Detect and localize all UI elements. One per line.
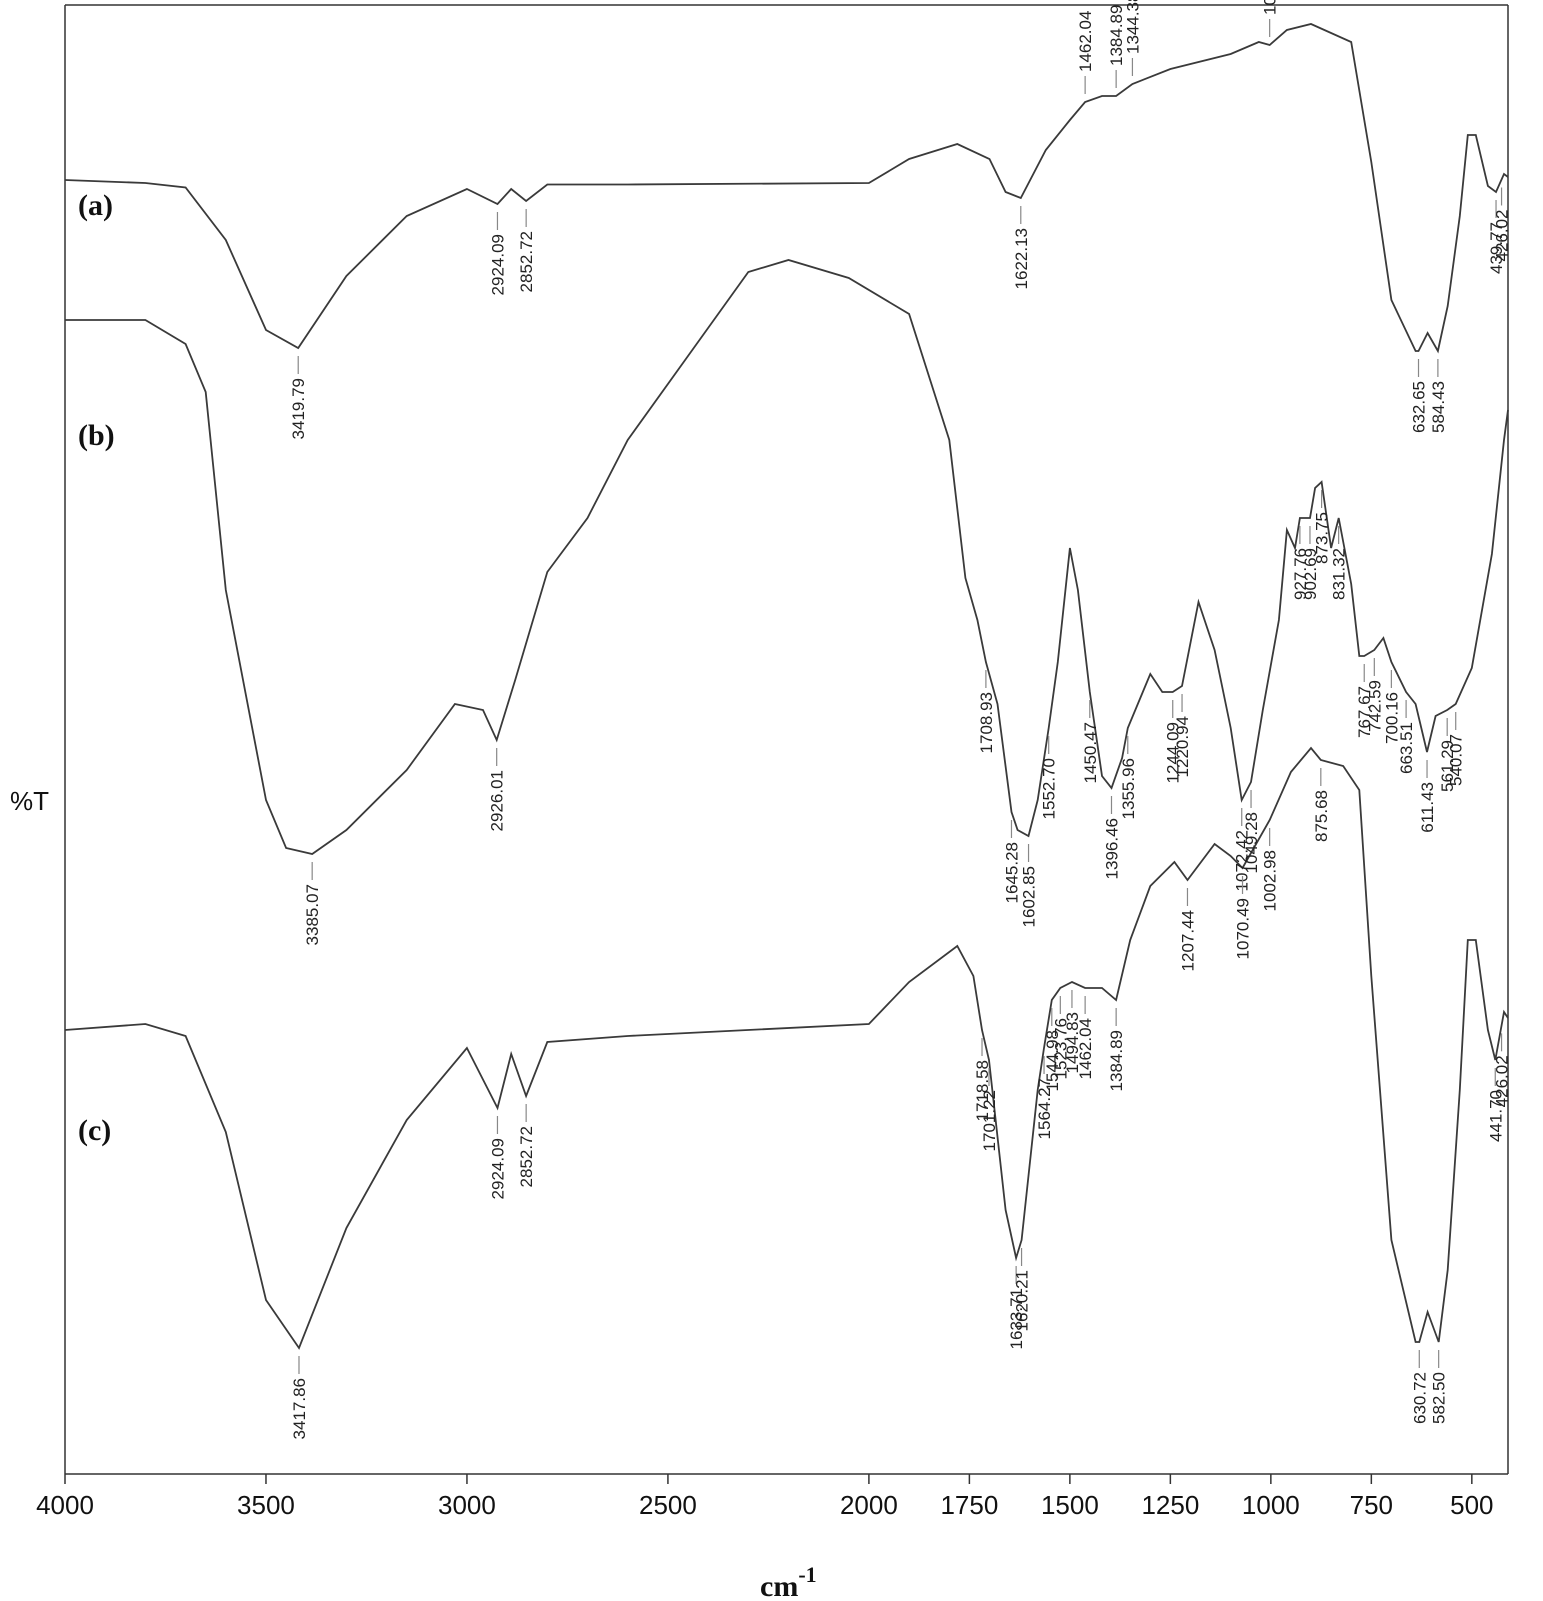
peak-label: 1002.98	[1261, 0, 1280, 15]
panel-labels: (a) (b) (c)	[78, 189, 115, 1147]
peak-label: 1396.46	[1102, 818, 1121, 879]
peak-label: 1070.49	[1234, 898, 1253, 959]
peak-label: 2924.09	[488, 1138, 507, 1199]
peak-label: 1620.21	[1013, 1270, 1032, 1331]
peak-label: 1645.28	[1002, 842, 1021, 903]
peak-label: 611.43	[1418, 782, 1437, 833]
spectrum-line-a	[64, 23, 1509, 354]
peak-label: 2926.01	[488, 770, 507, 831]
peak-label: 1244.09	[1164, 722, 1183, 783]
peak-label: 1002.98	[1261, 850, 1280, 911]
x-tick-label: 4000	[36, 1490, 94, 1520]
peak-label: 426.02	[1493, 209, 1512, 261]
peak-label: 1544.98	[1043, 1030, 1062, 1091]
peak-label: 3385.07	[303, 884, 322, 945]
peak-label: 3419.79	[289, 378, 308, 439]
plot-frame	[64, 4, 1509, 1475]
peak-label: 1564.27	[1035, 1078, 1054, 1139]
peak-label: 1450.47	[1081, 722, 1100, 783]
peak-label: 1384.89	[1107, 1030, 1126, 1091]
spectra	[64, 23, 1509, 1350]
peak-label: 1355.96	[1119, 758, 1138, 819]
panel-label-b: (b)	[78, 419, 115, 452]
peak-label: 561.29	[1438, 740, 1457, 792]
peak-label: 2852.72	[517, 231, 536, 292]
peak-label: 2924.09	[488, 234, 507, 295]
peak-label: 1602.85	[1020, 866, 1039, 927]
peak-label: 742.59	[1365, 680, 1384, 732]
peak-label: 441.70	[1486, 1090, 1505, 1142]
x-tick-label: 3500	[237, 1490, 295, 1520]
peak-label: 1462.04	[1076, 11, 1095, 72]
peak-label: 439.77	[1487, 222, 1506, 274]
peak-label: 875.68	[1312, 790, 1331, 842]
peak-label: 1633.71	[1007, 1288, 1026, 1349]
peak-label: 1523.76	[1051, 1018, 1070, 1079]
peak-label: 540.07	[1447, 734, 1466, 786]
peak-label: 2852.72	[517, 1126, 536, 1187]
x-tick-label: 3000	[438, 1490, 496, 1520]
plot-border	[64, 4, 1509, 1474]
peak-label: 873.75	[1313, 512, 1332, 564]
x-axis-label-unit: cm	[760, 1570, 798, 1601]
y-axis-label: %T	[10, 786, 49, 816]
x-tick-label: 2500	[639, 1490, 697, 1520]
peak-label: 1708.93	[977, 692, 996, 753]
peak-label: 1462.04	[1076, 1018, 1095, 1079]
panel-label-a: (a)	[78, 189, 113, 222]
x-axis-ticks: 4000 3500 3000 2500 2000 1750 1500 1250 1000 750 5…	[36, 1474, 1494, 1520]
peak-label: 1207.44	[1178, 910, 1197, 971]
spectrum-line-c	[64, 746, 1509, 1350]
peak-label: 1384.89	[1107, 5, 1126, 66]
peak-label: 630.72	[1410, 1372, 1429, 1424]
peak-label: 1718.58	[973, 1060, 992, 1121]
peak-label: 1220.94	[1173, 716, 1192, 777]
x-tick-label: 500	[1450, 1490, 1493, 1520]
peak-label: 1701.22	[980, 1090, 999, 1151]
panel-label-c: (c)	[78, 1114, 111, 1147]
peak-labels: 3419.79 2924.09 2852.72 1622.13 1462.04 1384.…	[289, 0, 1511, 1439]
peak-label: 902.69	[1301, 548, 1320, 600]
x-tick-label: 1750	[940, 1490, 998, 1520]
peak-label: 927.76	[1291, 548, 1310, 600]
peak-label: 1344.38	[1123, 0, 1142, 54]
peak-label: 1494.83	[1063, 1012, 1082, 1073]
x-axis-label: cm-1	[760, 1562, 817, 1601]
peak-label: 582.50	[1430, 1372, 1449, 1424]
x-tick-label: 1250	[1141, 1490, 1199, 1520]
peak-label: 632.65	[1410, 381, 1429, 433]
peak-label: 1049.28	[1242, 812, 1261, 873]
peak-label: 831.32	[1330, 548, 1349, 600]
peak-label: 1622.13	[1012, 228, 1031, 289]
x-tick-label: 2000	[840, 1490, 898, 1520]
peak-label: 426.02	[1493, 1055, 1512, 1107]
peak-label: 584.43	[1429, 381, 1448, 433]
x-tick-label: 1500	[1041, 1490, 1099, 1520]
peak-label: 1072.42	[1233, 830, 1252, 891]
peak-label: 663.51	[1397, 722, 1416, 774]
peak-label: 1552.70	[1040, 758, 1059, 819]
x-tick-label: 750	[1350, 1490, 1393, 1520]
peak-label: 3417.86	[290, 1378, 309, 1439]
peak-label: 700.16	[1382, 692, 1401, 744]
peak-label: 767.67	[1355, 686, 1374, 738]
x-axis-label-superscript: -1	[798, 1562, 816, 1587]
x-tick-label: 1000	[1242, 1490, 1300, 1520]
spectrum-line-b	[65, 259, 1509, 855]
